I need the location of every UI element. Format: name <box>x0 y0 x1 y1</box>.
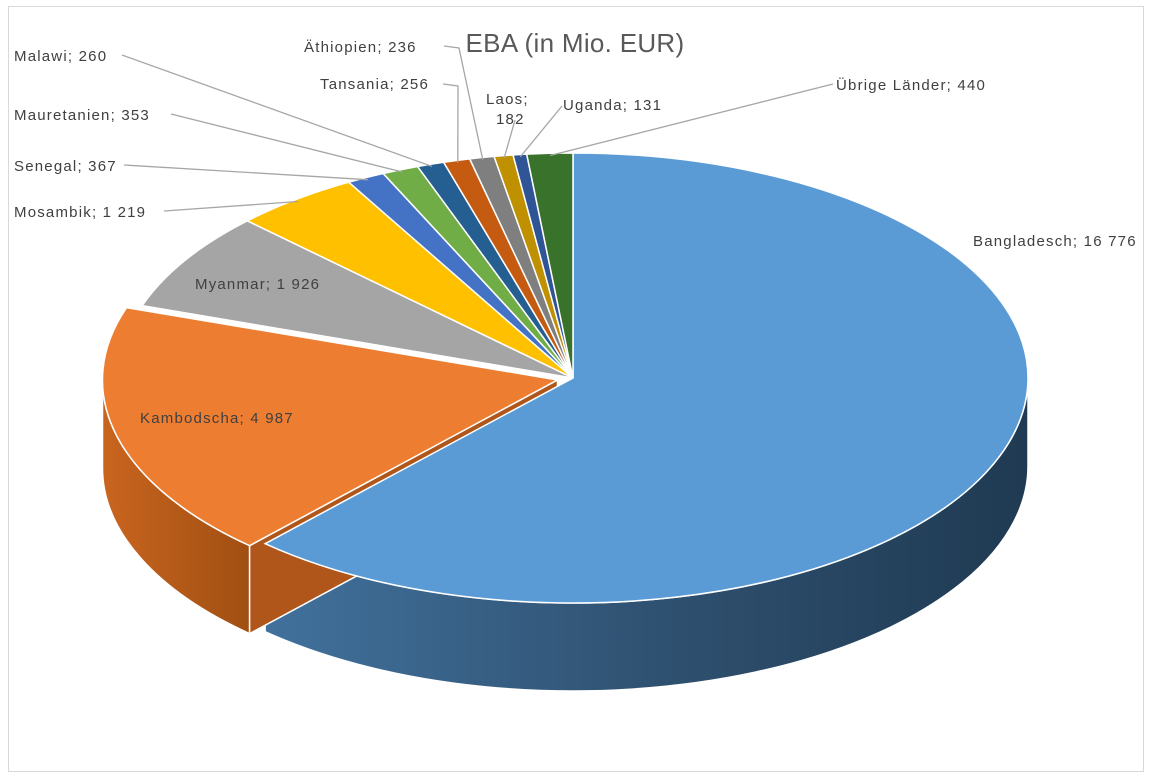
leader-line-malawi <box>121 54 433 168</box>
data-label-ubrige-lander: Übrige Länder; 440 <box>836 76 986 94</box>
pie-slice-ubrige-lander <box>525 152 574 379</box>
chart-title: EBA (in Mio. EUR) <box>465 28 685 58</box>
data-label-laos: Laos; 182 <box>486 91 529 128</box>
data-label-malawi: Malawi; 260 <box>14 48 107 65</box>
data-label-mauretanien: Mauretanien; 353 <box>14 107 150 124</box>
data-label-kambodscha: Kambodscha; 4 987 <box>140 410 294 427</box>
data-label-uganda: Uganda; 131 <box>563 97 662 114</box>
leader-line-mosambik <box>163 200 299 212</box>
leader-line-athiopien <box>443 45 484 160</box>
data-label-bangladesch: Bangladesch; 16 776 <box>973 233 1137 250</box>
data-label-athiopien: Äthiopien; 236 <box>304 39 417 56</box>
pie-slice-bangladesch <box>263 152 1029 604</box>
leader-line-mauretanien <box>170 113 403 173</box>
pie-slice-kambodscha <box>101 306 560 547</box>
leader-line-ubrige-lander <box>549 83 834 157</box>
data-label-myanmar: Myanmar; 1 926 <box>195 276 320 293</box>
pie-slice-myanmar <box>140 220 574 379</box>
leader-line-tansania <box>442 83 459 163</box>
data-label-senegal: Senegal; 367 <box>14 158 117 175</box>
data-label-mosambik: Mosambik; 1 219 <box>14 204 146 221</box>
leader-line-laos <box>503 119 516 159</box>
leader-line-senegal <box>123 164 368 181</box>
data-label-tansania: Tansania; 256 <box>320 76 429 93</box>
leader-line-uganda <box>519 105 563 158</box>
